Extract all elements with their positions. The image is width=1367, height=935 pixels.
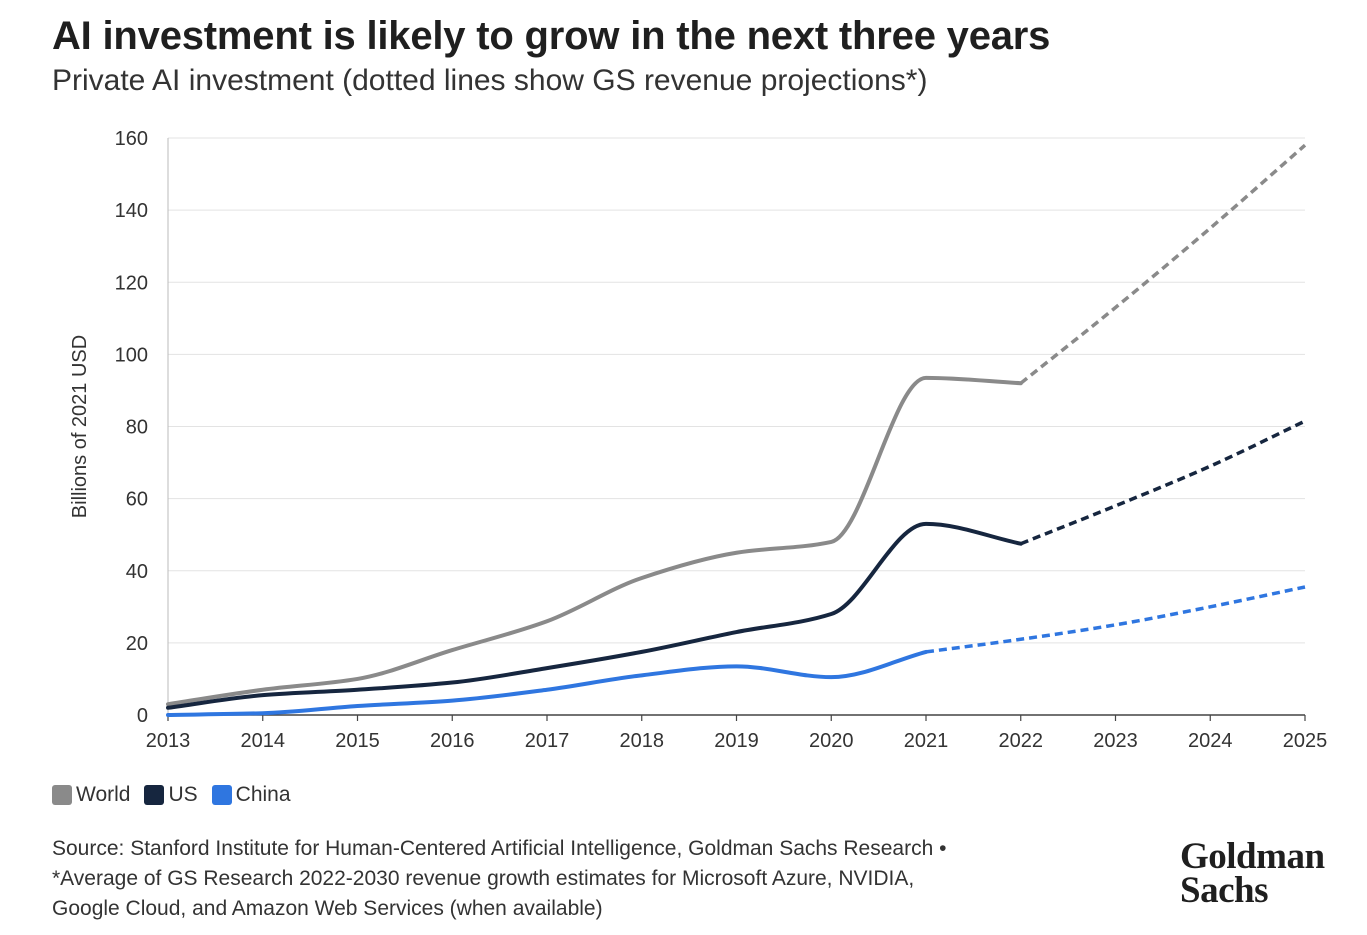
x-tick-label: 2017	[525, 730, 570, 752]
line-chart: 0 20 40 60 80 100 120 140 160 2013 2014 2015 2016 201…	[69, 128, 1327, 752]
grid-lines	[168, 137, 1305, 644]
series-line-world	[166, 375, 1023, 707]
source-line-1: Source: Stanford Institute for Human-Cen…	[52, 837, 947, 860]
source-note: Source: Stanford Institute for Human-Cen…	[52, 834, 1152, 924]
series-line-us-projection	[1020, 419, 1306, 546]
series-lines	[166, 143, 1307, 717]
series-line-china-projection	[925, 585, 1306, 654]
x-tick-label: 2022	[999, 730, 1044, 752]
x-tick-label: 2013	[146, 730, 191, 752]
y-tick-label: 80	[126, 417, 148, 439]
x-tick-label: 2023	[1093, 730, 1138, 752]
legend-swatch-china	[211, 785, 232, 805]
legend: World US China	[52, 783, 305, 807]
x-tick-label: 2020	[809, 730, 854, 752]
source-line-3: Google Cloud, and Amazon Web Services (w…	[52, 897, 603, 920]
legend-swatch-us	[144, 785, 165, 805]
logo-line-2: Sachs	[1180, 870, 1268, 911]
series-line-world-projection	[1019, 143, 1307, 385]
tick-labels: 0 20 40 60 80 100 120 140 160 2013 2014 2015 2016 201…	[69, 128, 1327, 752]
legend-label-us: US	[168, 783, 198, 806]
source-line-2: *Average of GS Research 2022-2030 revenu…	[52, 867, 915, 890]
x-tick-label: 2021	[904, 730, 949, 752]
y-tick-label: 140	[115, 200, 148, 222]
y-tick-label: 0	[137, 705, 148, 727]
y-tick-label: 120	[115, 272, 148, 294]
x-tick-label: 2016	[430, 730, 475, 752]
x-tick-label: 2025	[1283, 730, 1328, 752]
y-tick-label: 20	[126, 633, 148, 655]
legend-item-us: US	[144, 783, 198, 807]
legend-label-world: World	[76, 783, 131, 806]
legend-swatch-world	[52, 785, 72, 805]
chart-subtitle: Private AI investment (dotted lines show…	[52, 64, 928, 97]
y-axis-title: Billions of 2021 USD	[69, 335, 91, 518]
x-tick-label: 2018	[620, 730, 665, 752]
x-tick-label: 2019	[714, 730, 759, 752]
axes	[167, 138, 1306, 721]
series-line-us	[166, 521, 1023, 710]
series-line-china	[166, 649, 928, 717]
x-tick-label: 2024	[1188, 730, 1233, 752]
y-tick-label: 160	[115, 128, 148, 150]
chart-title: AI investment is likely to grow in the n…	[52, 14, 1051, 58]
x-tick-label: 2014	[241, 730, 286, 752]
y-tick-label: 40	[126, 561, 148, 583]
logo-line-1: Goldman	[1180, 836, 1325, 877]
legend-item-china: China	[211, 783, 291, 807]
x-tick-label: 2015	[335, 730, 380, 752]
legend-item-world: World	[52, 783, 130, 807]
goldman-sachs-logo: Goldman Sachs	[1180, 836, 1325, 911]
y-tick-label: 100	[115, 344, 148, 366]
legend-label-china: China	[235, 783, 291, 806]
y-tick-label: 60	[126, 489, 148, 511]
